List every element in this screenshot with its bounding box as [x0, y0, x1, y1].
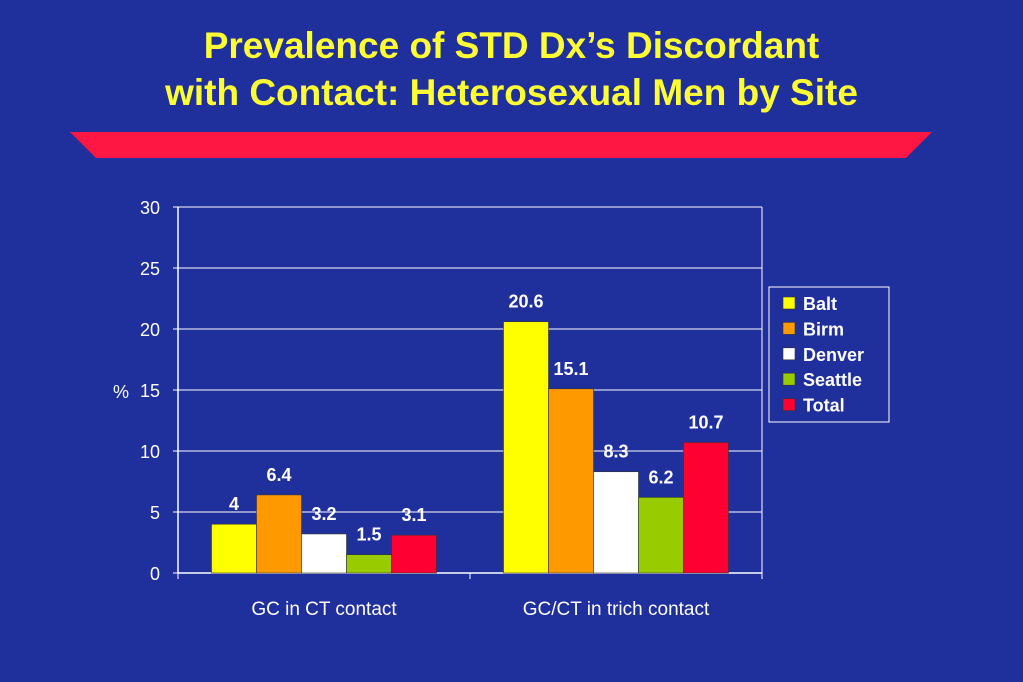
- legend-swatch-denver: [782, 347, 796, 361]
- underline-shape: [70, 132, 932, 158]
- y-axis-label: %: [113, 382, 129, 402]
- data-label: 20.6: [508, 292, 543, 312]
- legend-swatch-seattle: [782, 372, 796, 386]
- legend: Balt Birm Denver Seattle Total: [768, 286, 890, 423]
- legend-label: Balt: [803, 294, 837, 314]
- title-line-2: with Contact: Heterosexual Men by Site: [165, 72, 858, 113]
- legend-swatch-balt: [782, 296, 796, 310]
- y-axis: 0 5 10 15 20 25 30%: [113, 198, 178, 584]
- legend-swatch-total: [782, 398, 796, 411]
- data-label: 6.4: [266, 465, 291, 485]
- data-labels: 4 6.4 3.2 1.5 3.1 20.6 15.1 8.3 6.2 10.7: [229, 292, 724, 545]
- data-label: 3.1: [401, 505, 426, 525]
- data-label: 4: [229, 494, 239, 514]
- legend-label: Denver: [803, 345, 864, 365]
- y-tick-label: 30: [140, 198, 160, 218]
- y-tick-label: 15: [140, 381, 160, 401]
- bar-total: [683, 442, 729, 574]
- chart-title: Prevalence of STD Dx’s Discordant with C…: [0, 22, 1023, 116]
- legend-label: Birm: [803, 319, 844, 339]
- bar-seattle: [638, 497, 684, 574]
- bar-birm: [548, 388, 594, 574]
- y-tick-label: 5: [150, 503, 160, 523]
- data-label: 6.2: [648, 467, 673, 487]
- data-label: 3.2: [311, 504, 336, 524]
- x-tick-label: GC/CT in trich contact: [523, 599, 710, 620]
- bar-denver: [301, 533, 347, 574]
- legend-label: Total: [803, 396, 845, 416]
- bar-denver: [593, 471, 639, 574]
- x-axis: GC in CT contact GC/CT in trich contact: [177, 573, 763, 620]
- bar-birm: [256, 494, 302, 574]
- data-label: 1.5: [356, 525, 381, 545]
- legend-swatch-birm: [782, 322, 796, 335]
- y-tick-label: 0: [150, 564, 160, 584]
- data-label: 8.3: [603, 442, 628, 462]
- bar-total: [391, 534, 437, 574]
- x-tick-label: GC in CT contact: [251, 599, 397, 620]
- data-label: 10.7: [688, 412, 723, 432]
- bar-balt: [503, 321, 549, 574]
- y-tick-label: 10: [140, 442, 160, 462]
- title-line-1: Prevalence of STD Dx’s Discordant: [203, 25, 820, 66]
- y-tick-label: 25: [140, 259, 160, 279]
- title-underline-stripe: [70, 132, 932, 158]
- bar-balt: [211, 523, 257, 574]
- bars: [211, 321, 729, 574]
- data-label: 15.1: [553, 359, 588, 379]
- y-tick-label: 20: [140, 320, 160, 340]
- bar-seattle: [346, 554, 392, 574]
- legend-label: Seattle: [803, 370, 862, 390]
